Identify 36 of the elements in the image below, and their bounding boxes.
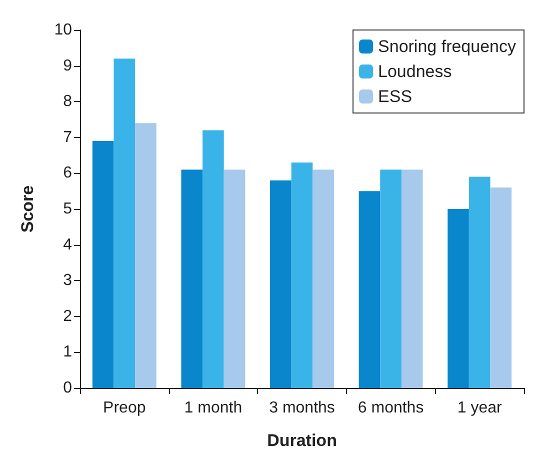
x-tick-label: 3 months xyxy=(269,400,335,416)
bar xyxy=(135,123,156,388)
bar xyxy=(448,209,469,388)
bar xyxy=(270,180,292,388)
legend-label: Loudness xyxy=(378,62,452,81)
bar xyxy=(358,191,380,388)
x-tick-label: 1 year xyxy=(457,400,503,416)
bar xyxy=(490,188,512,388)
x-tick-label: 6 months xyxy=(358,400,424,416)
y-tick-label: 5 xyxy=(63,200,72,218)
bar xyxy=(312,170,334,388)
y-tick-label: 3 xyxy=(63,272,72,290)
y-tick-label: 9 xyxy=(63,57,72,74)
x-tick-label: Preop xyxy=(103,400,146,416)
y-tick-label: 8 xyxy=(63,93,72,110)
bar xyxy=(401,170,423,388)
y-tick-label: 0 xyxy=(63,380,72,396)
y-tick-label: 1 xyxy=(63,344,72,361)
y-tick-label: 7 xyxy=(63,128,72,146)
y-tick-label: 10 xyxy=(54,22,72,38)
bar xyxy=(380,170,402,388)
y-tick-label: 6 xyxy=(63,164,72,182)
legend-label: ESS xyxy=(378,87,412,106)
y-tick-label: 4 xyxy=(63,236,72,254)
bar xyxy=(181,170,203,388)
y-axis-title: Score xyxy=(18,185,37,233)
bar xyxy=(291,162,313,388)
x-axis-title: Duration xyxy=(267,431,337,450)
bar xyxy=(202,130,224,388)
bar xyxy=(114,58,136,388)
y-tick-label: 2 xyxy=(63,308,72,325)
legend-label: Snoring frequency xyxy=(378,37,516,56)
bar xyxy=(224,170,246,388)
bar xyxy=(468,176,490,388)
bar xyxy=(92,140,114,388)
x-tick-label: 1 month xyxy=(184,400,242,416)
